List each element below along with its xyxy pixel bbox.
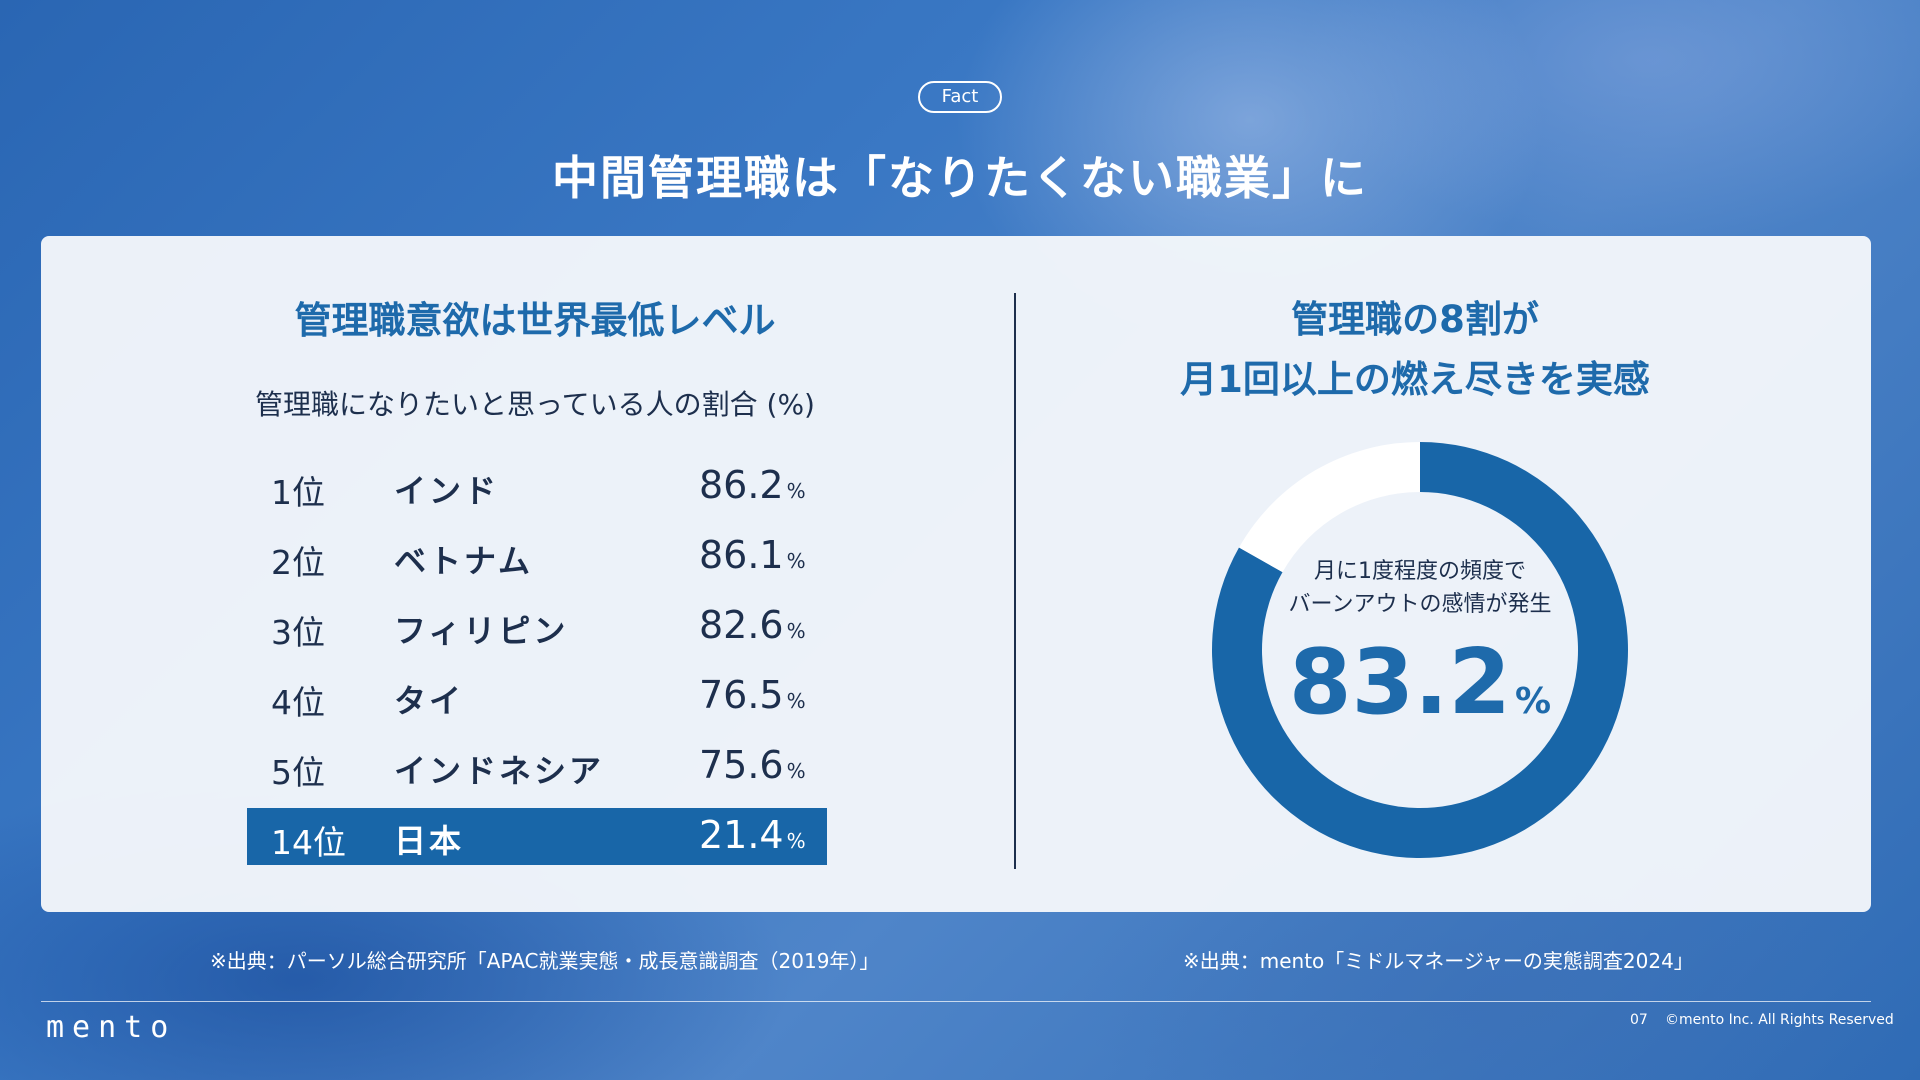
rank-cell: 2位 (271, 543, 325, 582)
value-unit: % (786, 619, 806, 643)
value-cell: 82.6% (699, 603, 806, 647)
value-unit: % (786, 549, 806, 573)
value-cell: 86.1% (699, 533, 806, 577)
country-cell: 日本 (394, 822, 465, 860)
value-cell: 75.6% (699, 743, 806, 787)
value-number: 76.5 (699, 673, 784, 717)
ranking-table: 1位 インド 86.2% 2位 ベトナム 86.1% 3位 フィリピン 82.6% 4位 タイ 76.… (247, 458, 827, 878)
table-row: 14位 日本 21.4% (247, 808, 827, 865)
value-unit: % (786, 479, 806, 503)
right-heading-line2: 月1回以上の燃え尽きを実感 (1180, 358, 1650, 401)
value-cell: 86.2% (699, 463, 806, 507)
table-row: 2位 ベトナム 86.1% (247, 528, 827, 585)
copyright: ©mento Inc. All Rights Reserved (1665, 1012, 1894, 1028)
rank-cell: 5位 (271, 753, 325, 792)
table-row: 5位 インドネシア 75.6% (247, 738, 827, 795)
value-cell: 76.5% (699, 673, 806, 717)
table-title: 管理職になりたいと思っている人の割合 (%) (255, 388, 815, 421)
rank-cell: 4位 (271, 683, 325, 722)
value-number: 21.4 (699, 813, 784, 857)
country-cell: インドネシア (394, 752, 605, 790)
value-unit: % (786, 759, 806, 783)
burnout-donut-chart (1212, 442, 1628, 858)
mento-logo: mento (46, 1010, 177, 1045)
fact-badge: Fact (918, 81, 1002, 113)
donut-label-line1: 月に1度程度の頻度で (1314, 559, 1526, 584)
source-right: ※出典：mento「ミドルマネージャーの実態調査2024」 (1183, 949, 1694, 973)
rank-cell: 3位 (271, 613, 325, 652)
value-cell: 21.4% (699, 813, 806, 857)
value-unit: % (786, 829, 806, 853)
country-cell: インド (394, 472, 500, 510)
donut-value-unit: % (1514, 681, 1552, 722)
value-unit: % (786, 689, 806, 713)
table-row: 3位 フィリピン 82.6% (247, 598, 827, 655)
donut-value: 83.2% (1260, 630, 1580, 735)
donut-label: 月に1度程度の頻度で バーンアウトの感情が発生 (1260, 555, 1580, 621)
country-cell: タイ (394, 682, 465, 720)
left-heading: 管理職意欲は世界最低レベル (294, 299, 776, 342)
table-row: 1位 インド 86.2% (247, 458, 827, 515)
value-number: 82.6 (699, 603, 784, 647)
rank-cell: 14位 (271, 823, 346, 862)
country-cell: ベトナム (394, 542, 534, 580)
source-left: ※出典：パーソル総合研究所「APAC就業実態・成長意識調査（2019年）」 (210, 949, 880, 973)
donut-label-line2: バーンアウトの感情が発生 (1288, 592, 1552, 617)
value-number: 75.6 (699, 743, 784, 787)
right-heading: 管理職の8割が 月1回以上の燃え尽きを実感 (1100, 290, 1730, 410)
page-number: 07 (1630, 1012, 1648, 1028)
rank-cell: 1位 (271, 473, 325, 512)
footer-divider (41, 1001, 1871, 1002)
country-cell: フィリピン (394, 612, 569, 650)
value-number: 86.1 (699, 533, 784, 577)
value-number: 86.2 (699, 463, 784, 507)
panel-divider (1014, 293, 1016, 869)
donut-value-number: 83.2 (1288, 630, 1511, 735)
table-row: 4位 タイ 76.5% (247, 668, 827, 725)
donut-slice-2 (1239, 442, 1420, 573)
page-title: 中間管理職は「なりたくない職業」に (552, 151, 1368, 205)
right-heading-line1: 管理職の8割が (1291, 298, 1539, 341)
